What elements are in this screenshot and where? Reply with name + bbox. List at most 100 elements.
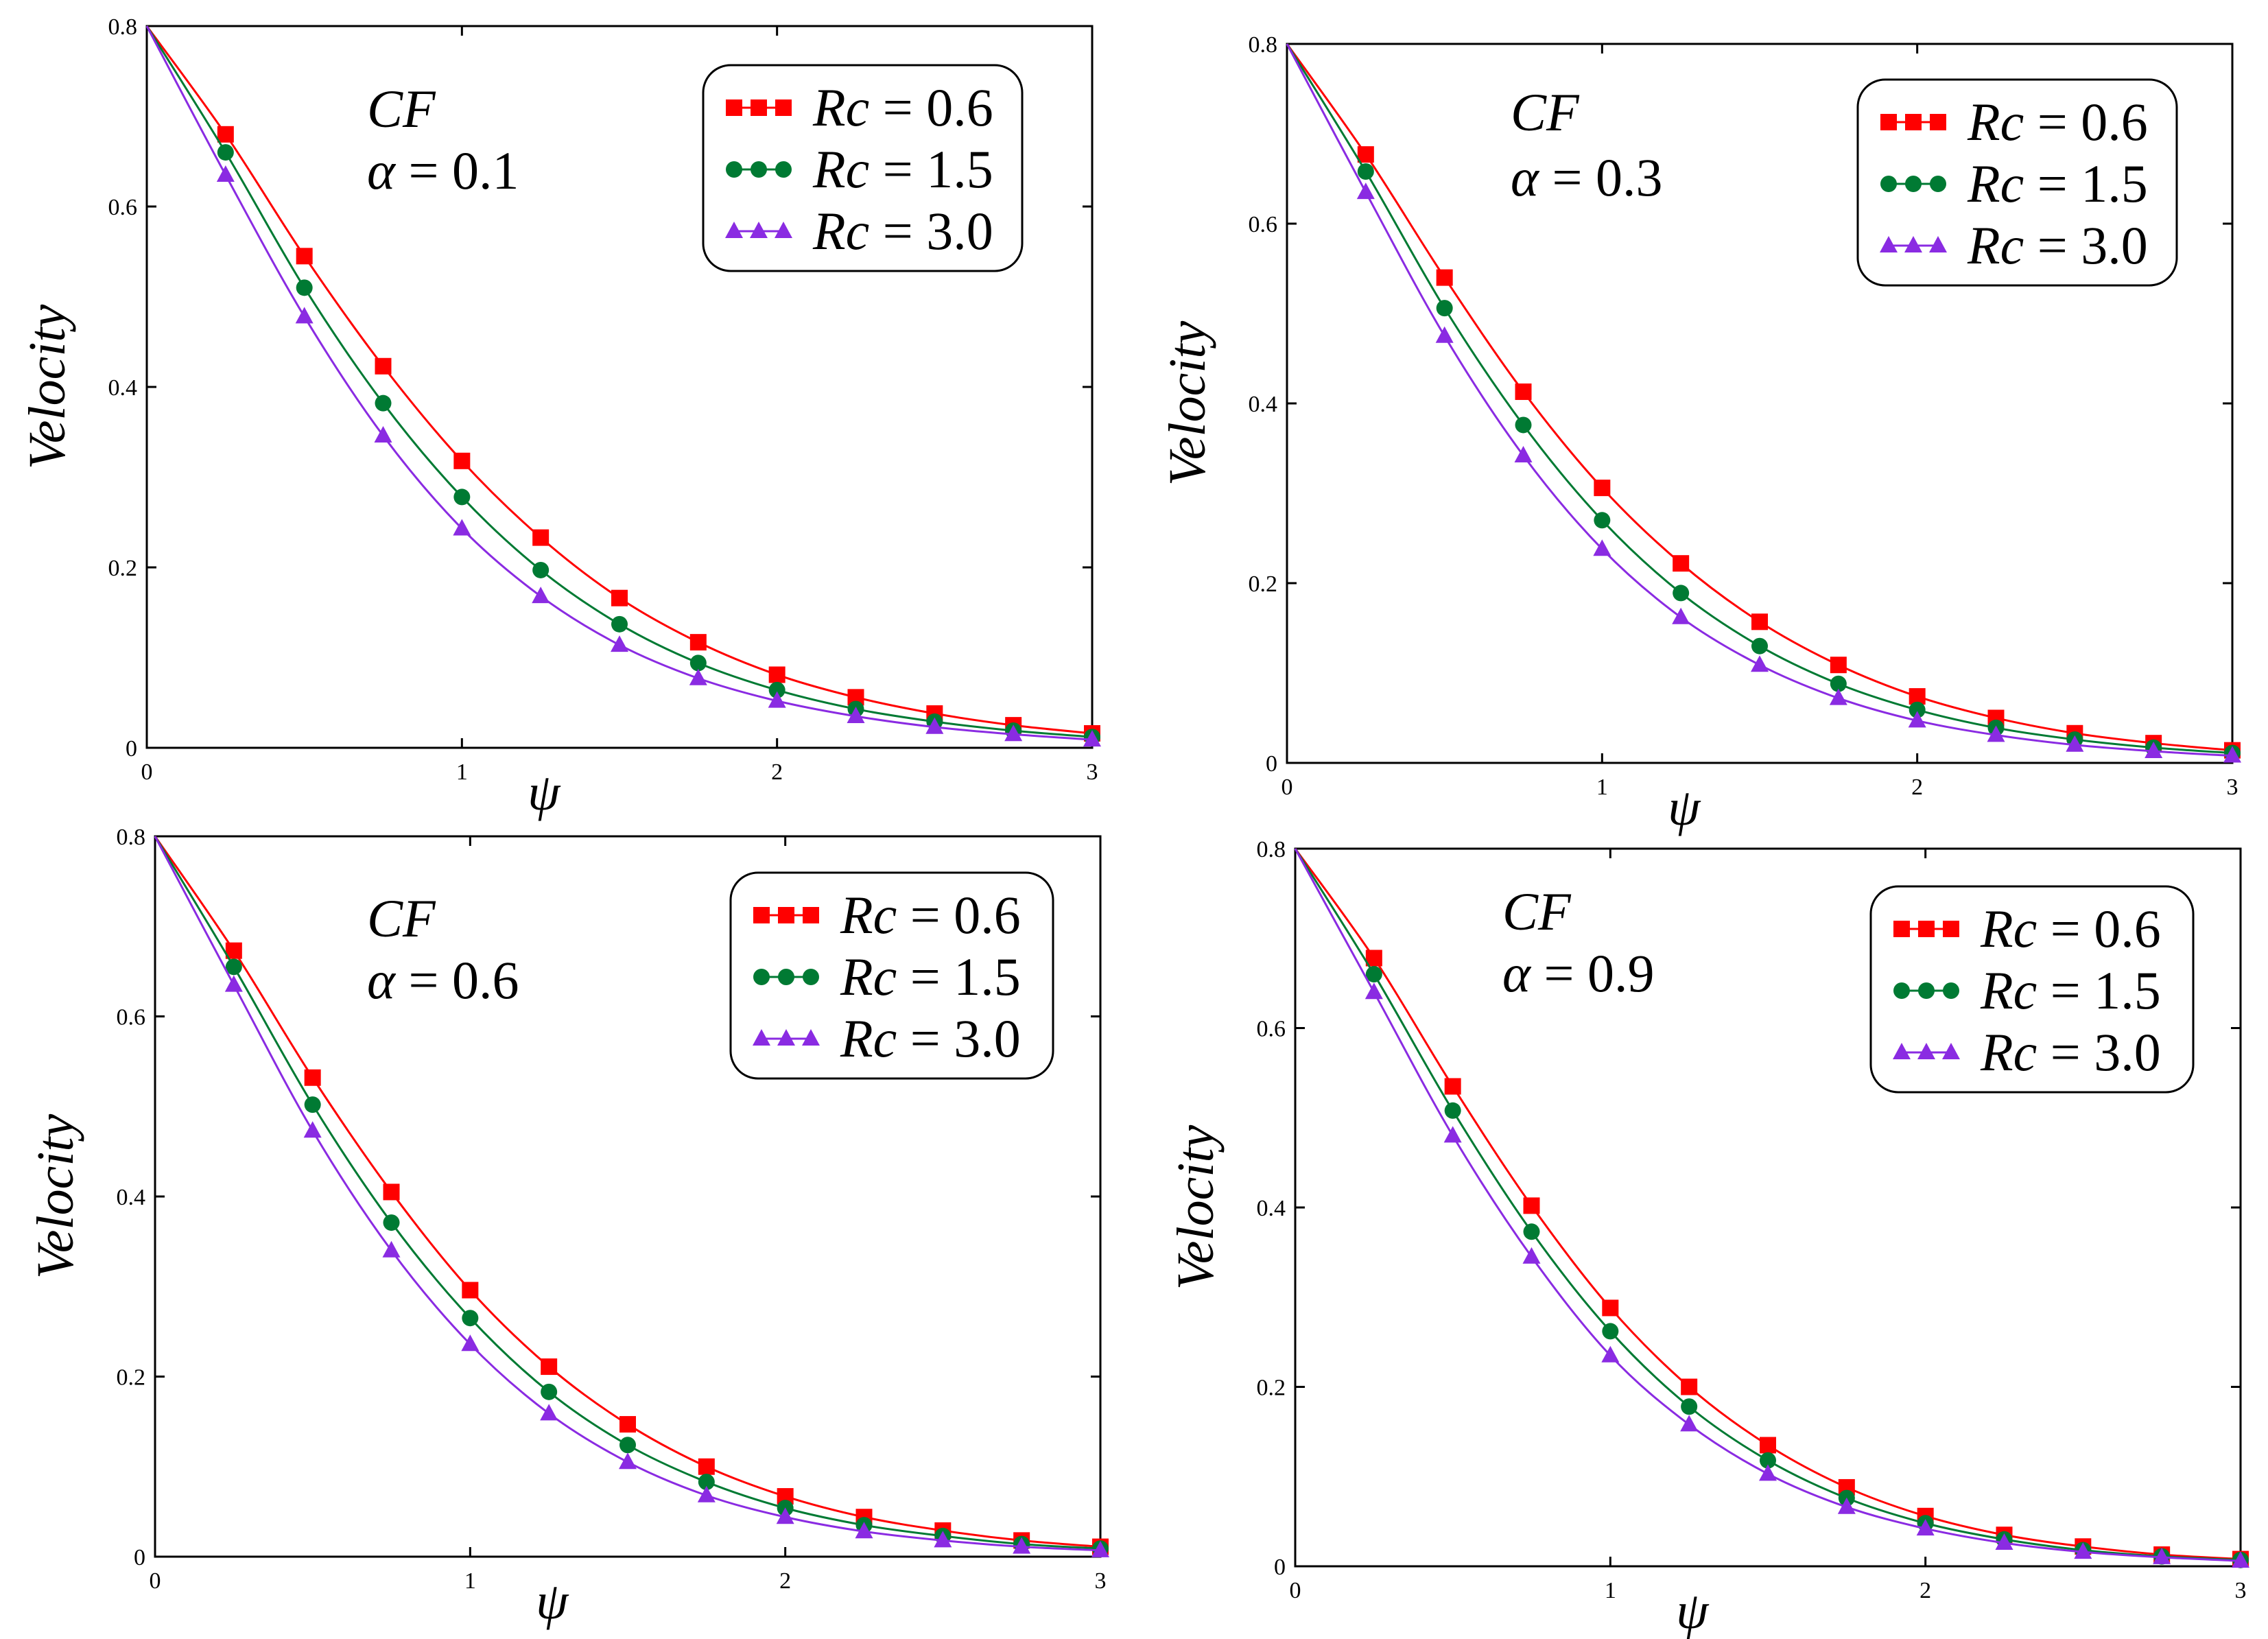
data-point [776, 1507, 794, 1524]
y-tick-label: 0.6 [1249, 212, 1278, 237]
data-point [295, 307, 314, 324]
x-tick-label: 3 [2235, 1578, 2247, 1603]
data-point [1995, 1533, 2013, 1550]
x-tick-label: 3 [1087, 759, 1098, 785]
chart-panel-4: 0 0.2 0.4 0.6 0.8 0 1 2 3 ψ Velocity CFα = 0.9 Rc = … [1167, 837, 2249, 1639]
series-line [1286, 43, 2233, 752]
y-axis-label: Velocity [1159, 320, 1216, 486]
data-point [224, 975, 243, 992]
data-point [1444, 1078, 1461, 1095]
data-point [689, 634, 707, 651]
series-triangle [145, 25, 1101, 747]
legend-label: Rc = 1.5 [840, 947, 1021, 1006]
data-point [925, 717, 944, 734]
legend-label: Rc = 0.6 [1980, 899, 2161, 958]
legend-box [1856, 78, 2178, 287]
data-point [611, 589, 628, 606]
legend-marker [1929, 236, 1947, 252]
series-line [1294, 848, 2241, 1562]
data-point [1829, 688, 1847, 705]
x-tick-label: 2 [779, 1568, 791, 1594]
data-point [611, 615, 628, 633]
series-line [1294, 848, 2241, 1561]
y-tick-label: 0.6 [117, 1005, 146, 1030]
y-tick-label: 0 [134, 1545, 145, 1570]
data-point [2145, 741, 2163, 758]
legend-marker [1893, 1043, 1911, 1059]
data-point [1365, 982, 1383, 1000]
data-point [1909, 701, 1926, 718]
data-point [2232, 1551, 2249, 1568]
data-point [375, 357, 392, 375]
legend-label: Rc = 3.0 [812, 201, 993, 261]
x-tick-label: 0 [141, 759, 153, 785]
y-tick-label: 0.8 [1257, 837, 1286, 862]
legend: Rc = 0.6Rc = 1.5Rc = 3.0 [702, 64, 1024, 272]
data-point [383, 1183, 400, 1201]
data-point [1673, 585, 1690, 602]
data-point [532, 529, 550, 546]
y-tick-label: 0.8 [117, 825, 146, 850]
data-point [1013, 1537, 1031, 1554]
data-point [768, 691, 786, 708]
data-point [2074, 1542, 2092, 1559]
series-line [145, 25, 1093, 738]
data-point [1436, 269, 1453, 286]
x-tick-label: 3 [1095, 1568, 1107, 1594]
series-line [154, 836, 1101, 1550]
legend: Rc = 0.6Rc = 1.5Rc = 3.0 [1869, 885, 2195, 1094]
x-tick-label: 2 [1911, 775, 1923, 800]
legend-marker [1917, 1043, 1935, 1059]
x-tick-label: 1 [1596, 775, 1608, 800]
data-point [1436, 300, 1453, 317]
data-point [689, 655, 707, 672]
data-point [1515, 416, 1532, 434]
y-tick-label: 0.4 [117, 1185, 146, 1210]
annotation-parameter: α = 0.6 [367, 950, 519, 1010]
legend-box [1869, 885, 2195, 1094]
data-point [296, 279, 313, 296]
data-point [1673, 555, 1690, 572]
series-square [1286, 43, 2241, 759]
data-point [697, 1485, 716, 1502]
data-point [540, 1404, 558, 1421]
legend: Rc = 0.6Rc = 1.5Rc = 3.0 [1856, 78, 2178, 287]
legend-label: Rc = 3.0 [840, 1009, 1021, 1068]
chart-panel-1: 0 0.2 0.4 0.6 0.8 0 1 2 3 ψ Velocity CFα = 0.1 Rc = … [19, 14, 1101, 821]
data-point [1522, 1247, 1541, 1264]
data-point [1004, 724, 1023, 742]
data-point [619, 1416, 636, 1433]
y-axis-label: Velocity [27, 1113, 84, 1279]
data-point [1357, 146, 1374, 163]
legend-label: Rc = 0.6 [812, 78, 993, 137]
y-tick-label: 0.4 [108, 375, 138, 401]
data-point [847, 706, 865, 723]
y-tick-label: 0.4 [1249, 392, 1278, 417]
legend-marker [1942, 1043, 1960, 1059]
data-point [1837, 1497, 1856, 1514]
y-tick-label: 0 [1274, 1555, 1286, 1580]
y-tick-label: 0.4 [1257, 1196, 1286, 1221]
y-tick-label: 0.6 [1257, 1017, 1286, 1042]
data-point [304, 1096, 321, 1113]
data-point [461, 1334, 480, 1352]
data-point [1830, 657, 1847, 674]
legend-marker [753, 1029, 770, 1046]
legend-marker [1880, 236, 1898, 252]
series-line [1286, 43, 2233, 755]
x-axis-label: ψ [1676, 1582, 1710, 1639]
data-point [1444, 1102, 1461, 1119]
data-point [532, 561, 550, 578]
series-line [145, 25, 1093, 735]
data-point [225, 958, 242, 976]
y-tick-label: 0.2 [108, 556, 138, 581]
data-point [934, 1531, 952, 1548]
data-point [1602, 1323, 1619, 1340]
legend-marker [1904, 236, 1922, 252]
data-point [768, 681, 785, 698]
data-point [698, 1458, 715, 1475]
series-line [154, 836, 1101, 1548]
series-line [1286, 43, 2233, 757]
x-axis-label: ψ [1668, 779, 1701, 836]
